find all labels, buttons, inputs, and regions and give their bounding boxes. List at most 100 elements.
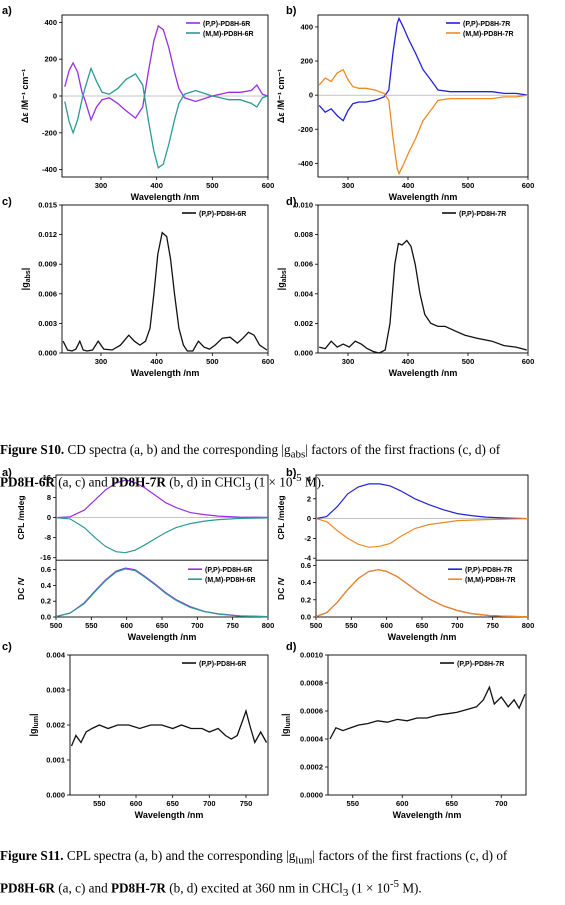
caption-text: (1 × 10 (348, 880, 390, 896)
x-tick-label: 600 (120, 621, 133, 630)
y-tick-label: 0.0008 (300, 679, 323, 688)
series-line (329, 685, 526, 740)
caption-text: (b, d) excited at 360 nm in CHCl (165, 880, 343, 896)
figure-s11-caption: Figure S11. CPL spectra (a, b) and the c… (0, 844, 565, 905)
y-tick-label: 0 (307, 514, 311, 523)
y-tick-label: 0.008 (294, 230, 313, 239)
legend-label: (P,P)-PD8H-6R (199, 661, 246, 668)
x-tick-label: 550 (93, 799, 106, 808)
x-tick-label: 750 (486, 621, 499, 630)
x-axis-label: Wavelength /nm (389, 192, 458, 202)
compound-name: PD8H-7R (110, 880, 166, 896)
x-axis-label: Wavelength /nm (128, 632, 197, 642)
caption-text: (1 × 10 (250, 474, 293, 490)
y-tick-label: 16 (43, 473, 51, 482)
y-tick-label: 0 (309, 91, 313, 100)
panel-b: b) -400 -200 0 200 400 300 400 500 600 Δε /M⁻¹ cm⁻… (276, 5, 534, 202)
x-tick-label: 550 (345, 621, 358, 630)
figure-s10-caption: Figure S10. CD spectra (a, b) and the co… (0, 438, 565, 499)
legend-label: (M,M)-PD8H-6R (205, 577, 256, 584)
panel-d: d) 0.000 0.002 0.004 0.006 0.008 0.010 300 400 50… (276, 196, 534, 378)
panel-letter: d) (286, 641, 297, 653)
caption-text: | factors of the first fractions (c, d) … (312, 848, 508, 863)
y-tick-label: 200 (300, 57, 313, 66)
caption-sub: 3 (245, 480, 251, 493)
caption-line-2: PD8H-6R (a, c) and PD8H-7R (b, d) excite… (0, 873, 565, 905)
y-label-part: | (280, 714, 290, 717)
x-tick-label: 400 (150, 357, 163, 366)
legend-label: (M,M)-PD8H-7R (463, 31, 514, 38)
caption-text: | factors of the first fractions (c, d) … (305, 442, 501, 457)
caption-sub: abs (290, 448, 306, 461)
y-tick-label: 0.003 (38, 319, 57, 328)
y-label-part: abs (25, 270, 32, 282)
y-label-part: | (276, 268, 286, 271)
x-tick-label: 500 (462, 357, 475, 366)
y2-tick-label: 0.2 (41, 597, 51, 606)
x-tick-label: 600 (522, 181, 535, 190)
series-line (70, 708, 268, 747)
y-label-part: abs (281, 270, 288, 282)
x-tick-label: 550 (85, 621, 98, 630)
series-line (318, 16, 529, 122)
x-tick-label: 700 (451, 621, 464, 630)
y-axis-label: |glum| (28, 714, 40, 737)
y2-axis-label: DC /V (276, 577, 286, 600)
y-tick-label: 0.001 (46, 756, 65, 765)
x-axis-label: Wavelength /nm (389, 368, 458, 378)
legend-label: (P,P)-PD8H-7R (465, 567, 512, 574)
y-tick-label: 0.0006 (300, 707, 323, 716)
legend-label: (P,P)-PD8H-6R (205, 567, 252, 574)
x-tick-label: 800 (262, 621, 275, 630)
x-tick-label: 650 (416, 621, 429, 630)
caption-text: (b, d) in CHCl (165, 474, 246, 490)
y-tick-label: 0.002 (294, 319, 313, 328)
y-tick-label: 0 (53, 92, 57, 101)
x-tick-label: 800 (522, 621, 535, 630)
x-tick-label: 600 (262, 357, 275, 366)
y-axis-label: CPL /mdeg (16, 495, 26, 539)
x-tick-label: 500 (50, 621, 63, 630)
caption-sub: lum (295, 854, 313, 867)
caption-text: CPL spectra (a, b) and the corresponding… (63, 848, 296, 863)
x-axis-label: Wavelength /nm (393, 810, 462, 820)
y-tick-label: 0.010 (294, 201, 313, 210)
x-tick-label: 600 (130, 799, 143, 808)
panel-g: c) 0.000 0.001 0.002 0.003 0.004 550 600 650 700 7… (2, 641, 269, 820)
y-tick-label: 0.015 (38, 201, 57, 210)
y-label-part: lum (285, 716, 292, 728)
x-tick-label: 400 (402, 357, 415, 366)
legend-label: (P,P)-PD8H-7R (457, 661, 504, 668)
compound-name: PD8H-6R (0, 474, 55, 490)
x-tick-label: 750 (240, 799, 253, 808)
x-axis-label: Wavelength /nm (388, 632, 457, 642)
x-tick-label: 400 (402, 181, 415, 190)
compound-name: PD8H-7R (110, 474, 166, 490)
y-tick-label: 0.000 (294, 349, 313, 358)
x-axis-label: Wavelength /nm (131, 368, 200, 378)
dc-series-line (55, 568, 269, 618)
x-tick-label: 500 (462, 181, 475, 190)
y-tick-label: 0.003 (46, 686, 65, 695)
caption-line-1: Figure S10. CD spectra (a, b) and the co… (0, 438, 565, 467)
x-tick-label: 650 (166, 799, 179, 808)
y-tick-label: 0.009 (38, 260, 57, 269)
y2-tick-label: 0.6 (301, 561, 311, 570)
series-line (64, 24, 269, 122)
y-label-part: |g (28, 728, 38, 736)
x-tick-label: 500 (310, 621, 323, 630)
x-tick-label: 700 (203, 799, 216, 808)
plot-frame (61, 204, 269, 354)
panel-letter: d) (286, 196, 297, 208)
legend-label: (M,M)-PD8H-6R (203, 31, 254, 38)
y2-tick-label: 0.0 (41, 613, 51, 622)
y-axis-label: CPL /mdeg (276, 495, 286, 539)
x-tick-label: 550 (346, 799, 359, 808)
x-tick-label: 500 (206, 357, 219, 366)
y-tick-label: 0.006 (294, 260, 313, 269)
y-tick-label: 0.006 (38, 289, 57, 298)
dc-series-line (315, 569, 529, 618)
x-tick-label: 300 (342, 357, 355, 366)
y-tick-label: 400 (300, 22, 313, 31)
y-label-part: |g (276, 282, 286, 290)
